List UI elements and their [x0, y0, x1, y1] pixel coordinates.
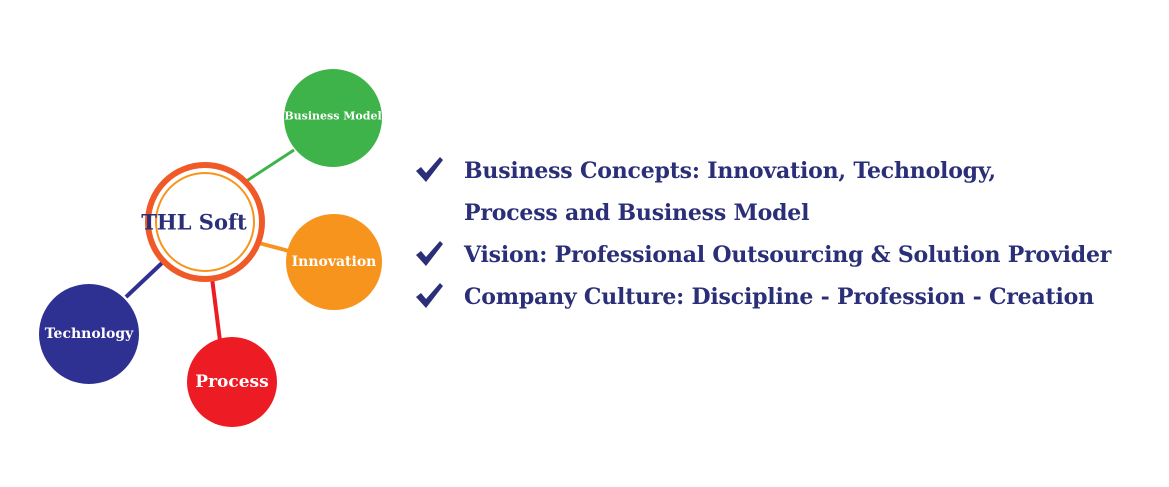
bullet-text-line: Process and Business Model	[464, 200, 810, 226]
node-innovation: Innovation	[286, 214, 382, 310]
node-innovation-label: Innovation	[292, 254, 377, 270]
bullet-item-vision: Vision: Professional Outsourcing & Solut…	[414, 234, 1159, 276]
bullet-text-line: Company Culture: Discipline - Profession…	[464, 284, 1094, 310]
node-business-model: Business Model	[284, 69, 382, 167]
checkmark-icon	[416, 241, 443, 266]
bullet-item-company-culture: Company Culture: Discipline - Profession…	[414, 276, 1159, 318]
center-hub: THL Soft	[141, 162, 265, 282]
connector-business-model	[244, 148, 295, 184]
checkmark-icon	[416, 283, 443, 308]
connector-technology	[124, 261, 164, 299]
node-technology-label: Technology	[45, 326, 134, 342]
bullet-text-line: Vision: Professional Outsourcing & Solut…	[464, 242, 1112, 268]
bullet-item-business-concepts: Business Concepts: Innovation, Technolog…	[414, 150, 1159, 234]
node-process-label: Process	[195, 372, 268, 392]
node-technology: Technology	[39, 284, 139, 384]
node-business-model-label: Business Model	[284, 110, 381, 123]
connector-process	[210, 277, 222, 342]
bullet-text-line: Business Concepts: Innovation, Technolog…	[464, 158, 996, 184]
center-hub-label: THL Soft	[141, 210, 247, 235]
node-process: Process	[187, 337, 277, 427]
checkmark-icon	[416, 157, 443, 182]
bullet-list: Business Concepts: Innovation, Technolog…	[414, 150, 1159, 318]
